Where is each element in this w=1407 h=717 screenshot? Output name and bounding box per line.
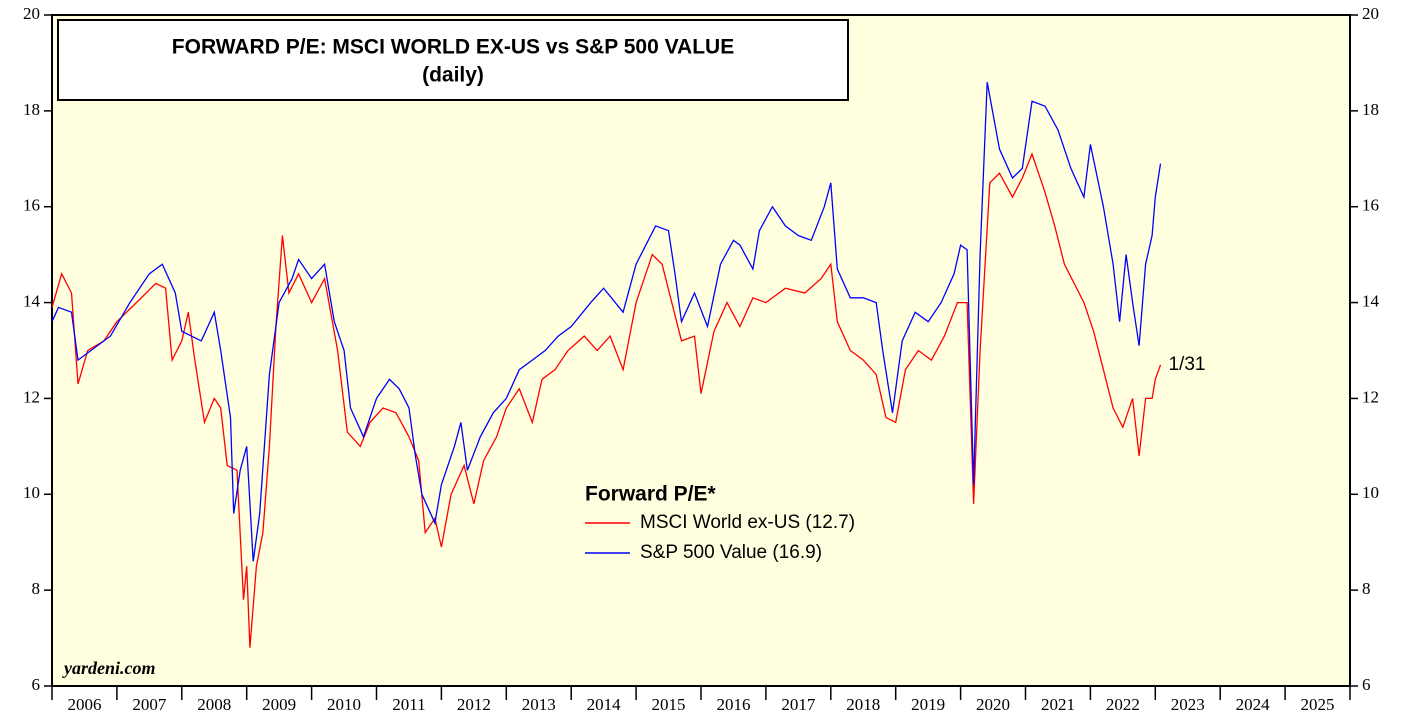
y2-tick-label: 6 bbox=[1362, 675, 1371, 694]
x-tick-label: 2018 bbox=[846, 695, 880, 714]
legend-title: Forward P/E* bbox=[585, 483, 717, 506]
chart-title: FORWARD P/E: MSCI WORLD EX-US vs S&P 500… bbox=[172, 36, 734, 59]
legend-label: MSCI World ex-US (12.7) bbox=[640, 512, 855, 533]
y2-tick-label: 14 bbox=[1362, 291, 1380, 310]
y-tick-label: 20 bbox=[23, 4, 40, 23]
x-tick-label: 2007 bbox=[132, 695, 167, 714]
y2-tick-label: 18 bbox=[1362, 100, 1379, 119]
y-tick-label: 18 bbox=[23, 100, 40, 119]
series-line bbox=[51, 152, 1162, 648]
x-tick-label: 2006 bbox=[67, 695, 101, 714]
x-tick-label: 2016 bbox=[716, 695, 750, 714]
chart-subtitle: (daily) bbox=[422, 64, 484, 87]
title-box bbox=[57, 19, 849, 101]
y-tick-label: 16 bbox=[23, 196, 40, 215]
x-tick-label: 2009 bbox=[262, 695, 296, 714]
y2-tick-label: 8 bbox=[1362, 579, 1371, 598]
y-tick-label: 10 bbox=[23, 483, 40, 502]
x-tick-label: 2017 bbox=[781, 695, 816, 714]
x-tick-label: 2020 bbox=[976, 695, 1010, 714]
x-tick-label: 2023 bbox=[1171, 695, 1205, 714]
x-tick-label: 2008 bbox=[197, 695, 231, 714]
x-tick-label: 2015 bbox=[652, 695, 686, 714]
x-tick-label: 2011 bbox=[392, 695, 425, 714]
y-tick-label: 6 bbox=[32, 675, 41, 694]
x-tick-label: 2025 bbox=[1301, 695, 1335, 714]
x-tick-label: 2012 bbox=[457, 695, 491, 714]
end-annotation: 1/31 bbox=[1168, 354, 1205, 375]
y-tick-label: 12 bbox=[23, 387, 40, 406]
x-tick-label: 2022 bbox=[1106, 695, 1140, 714]
x-tick-label: 2024 bbox=[1236, 695, 1271, 714]
plot-area bbox=[51, 14, 1351, 687]
legend-label: S&P 500 Value (16.9) bbox=[640, 542, 822, 563]
series-line bbox=[51, 81, 1162, 562]
x-tick-label: 2010 bbox=[327, 695, 361, 714]
x-tick-label: 2014 bbox=[587, 695, 622, 714]
x-tick-label: 2021 bbox=[1041, 695, 1075, 714]
y-tick-label: 14 bbox=[23, 291, 41, 310]
source: yardeni.com bbox=[62, 658, 156, 678]
y2-tick-label: 12 bbox=[1362, 387, 1379, 406]
x-tick-label: 2013 bbox=[522, 695, 556, 714]
y-tick-label: 8 bbox=[32, 579, 41, 598]
y2-tick-label: 10 bbox=[1362, 483, 1379, 502]
x-tick-label: 2019 bbox=[911, 695, 945, 714]
y2-tick-label: 20 bbox=[1362, 4, 1379, 23]
y2-tick-label: 16 bbox=[1362, 196, 1379, 215]
